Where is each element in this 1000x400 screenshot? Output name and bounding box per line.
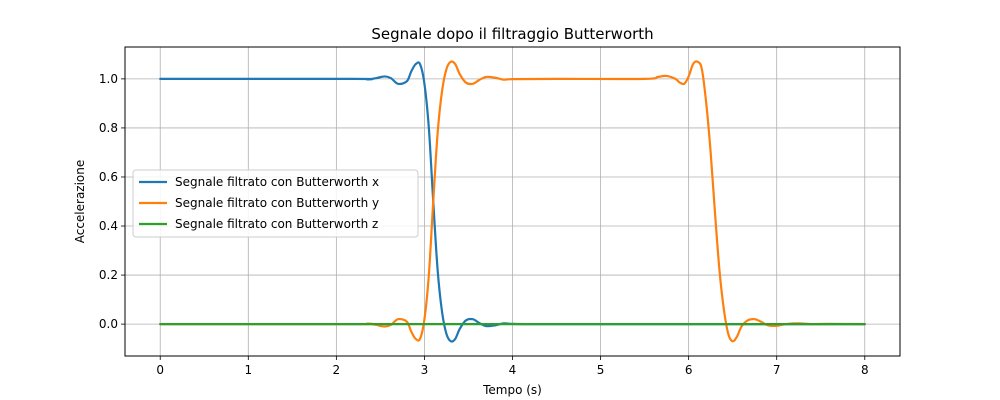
x-tick-label: 3	[421, 363, 429, 377]
series-layer	[159, 60, 866, 343]
x-axis-label: Tempo (s)	[482, 383, 542, 397]
chart-title: Segnale dopo il filtraggio Butterworth	[371, 25, 653, 43]
y-tick-label: 1.0	[99, 72, 118, 86]
y-tick-label: 0.6	[99, 170, 118, 184]
y-axis-label: Accelerazione	[73, 160, 87, 244]
x-axis-ticks: 0 1 2 3 4 5 6 7 8	[156, 356, 869, 377]
x-tick-label: 2	[333, 363, 341, 377]
y-axis-ticks: 0.0 0.2 0.4 0.6 0.8 1.0	[99, 72, 125, 331]
series-line-y	[159, 60, 866, 343]
x-tick-label: 1	[244, 363, 252, 377]
x-tick-label: 4	[509, 363, 517, 377]
legend-label-z: Segnale filtrato con Butterworth z	[175, 217, 378, 231]
y-tick-label: 0.2	[99, 268, 118, 282]
x-tick-label: 6	[685, 363, 693, 377]
legend-label-y: Segnale filtrato con Butterworth y	[175, 196, 379, 210]
x-tick-label: 0	[156, 363, 164, 377]
legend-box	[132, 169, 419, 238]
legend-label-x: Segnale filtrato con Butterworth x	[175, 175, 379, 189]
x-tick-label: 7	[773, 363, 781, 377]
y-tick-label: 0.4	[99, 219, 118, 233]
y-tick-label: 0.0	[99, 317, 118, 331]
x-tick-label: 8	[861, 363, 869, 377]
y-tick-label: 0.8	[99, 121, 118, 135]
x-tick-label: 5	[597, 363, 605, 377]
legend: Segnale filtrato con Butterworth x Segnal…	[132, 169, 419, 238]
